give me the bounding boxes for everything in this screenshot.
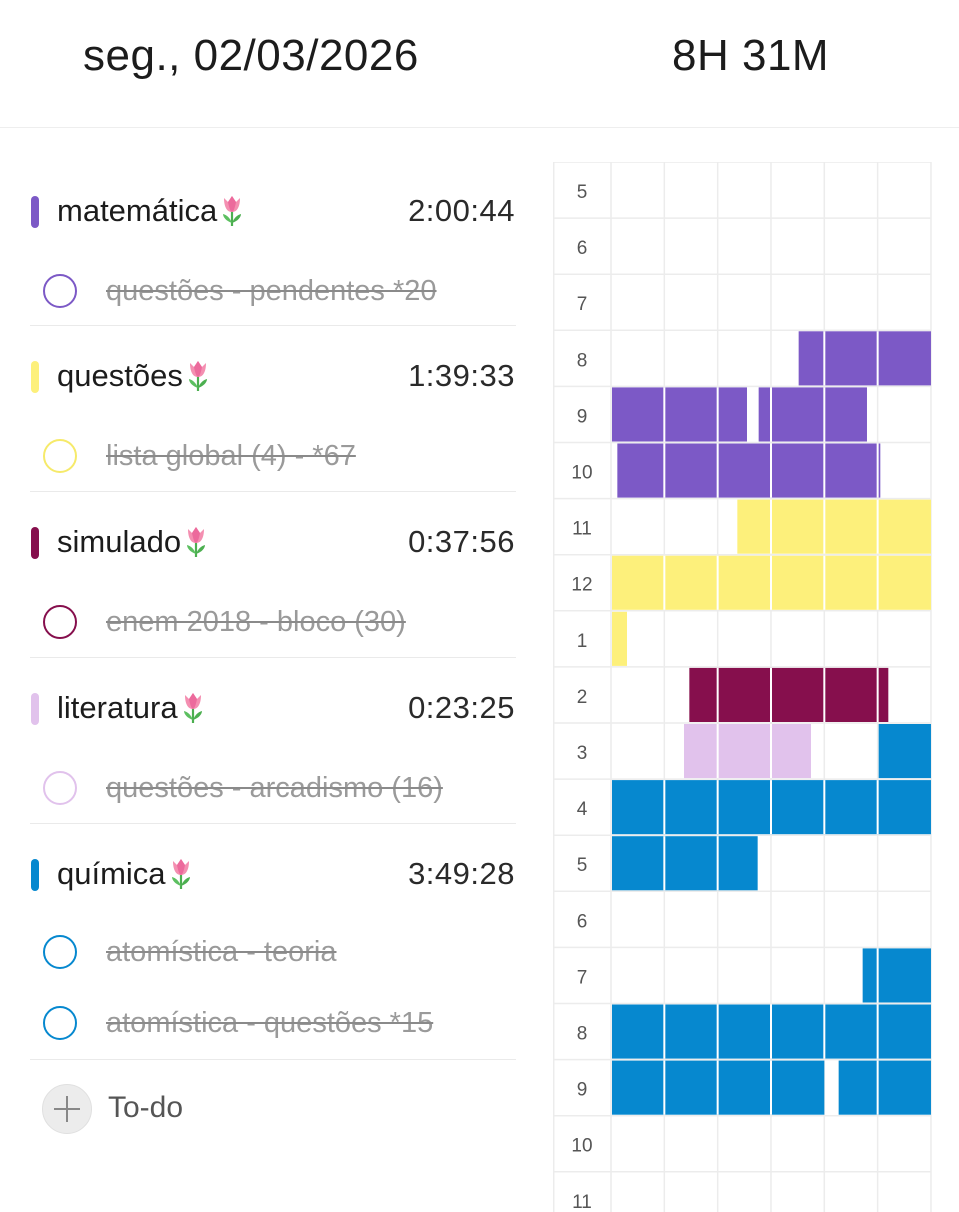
- subject-name: matemática: [57, 193, 218, 228]
- hour-label: 9: [577, 406, 588, 427]
- hour-label: 4: [577, 799, 588, 820]
- subject-color-bar: [31, 693, 39, 725]
- time-block[interactable]: [838, 1060, 931, 1115]
- hour-label: 8: [577, 1024, 588, 1045]
- task-label[interactable]: atomística - teoria: [106, 936, 337, 968]
- hour-label: 11: [572, 519, 592, 540]
- time-block[interactable]: [862, 948, 931, 1003]
- total-time: 8H 31M: [672, 31, 830, 80]
- subject-quimica[interactable]: química 3:49:28: [0, 842, 540, 902]
- task-row: enem 2018 - bloco (30): [0, 592, 540, 652]
- task-row: questões - arcadismo (16): [0, 758, 540, 818]
- hour-label: 10: [571, 463, 592, 484]
- time-block[interactable]: [737, 499, 931, 554]
- hour-label: 7: [577, 967, 588, 988]
- subject-color-bar: [31, 361, 39, 393]
- subject-name: simulado: [57, 524, 182, 559]
- divider: [30, 657, 516, 658]
- task-row: atomística - teoria: [0, 922, 540, 982]
- subject-color-bar: [31, 859, 39, 891]
- subject-simulado[interactable]: simulado 0:37:56: [0, 510, 540, 570]
- divider: [30, 491, 516, 492]
- task-label[interactable]: questões - pendentes *20: [106, 275, 437, 307]
- subject-time: 0:23:25: [408, 690, 515, 725]
- timeline-grid: 5 6 7 8 9 10 11 12 1 2 3 4 5 6 7 8 9 10 11: [553, 162, 933, 1212]
- subject-list: matemática 2:00:44 questões - pendentes …: [0, 127, 540, 1199]
- subject-matematica[interactable]: matemática 2:00:44: [0, 179, 540, 239]
- subject-time: 2:00:44: [408, 193, 515, 228]
- time-block[interactable]: [683, 724, 811, 779]
- time-block[interactable]: [612, 387, 747, 442]
- hour-label: 9: [577, 1080, 588, 1101]
- hour-label: 1: [577, 631, 588, 652]
- task-checkbox[interactable]: [43, 771, 77, 805]
- divider: [30, 1059, 516, 1060]
- hour-label: 6: [577, 238, 588, 259]
- subject-time: 3:49:28: [408, 856, 515, 891]
- subject-color-bar: [31, 196, 39, 228]
- plus-icon[interactable]: [42, 1084, 92, 1134]
- hour-label: 2: [577, 687, 588, 708]
- task-row: questões - pendentes *20: [0, 261, 540, 321]
- time-block[interactable]: [612, 1004, 931, 1059]
- subject-questoes[interactable]: questões 1:39:33: [0, 344, 540, 404]
- subject-name: química: [57, 856, 166, 891]
- time-block[interactable]: [689, 667, 889, 722]
- hour-label: 11: [572, 1192, 592, 1212]
- hour-label: 3: [577, 743, 588, 764]
- subject-color-bar: [31, 527, 39, 559]
- subject-name: questões: [57, 358, 183, 393]
- add-todo[interactable]: To-do: [0, 1076, 540, 1136]
- tulip-icon: [188, 361, 207, 391]
- hour-label: 8: [577, 350, 588, 371]
- task-checkbox[interactable]: [43, 605, 77, 639]
- hour-label: 12: [571, 575, 592, 596]
- hour-label: 6: [577, 911, 588, 932]
- time-block[interactable]: [798, 331, 931, 386]
- task-row: lista global (4) - *67: [0, 426, 540, 486]
- task-label[interactable]: atomística - questões *15: [106, 1007, 434, 1039]
- time-block[interactable]: [612, 1060, 825, 1115]
- time-block[interactable]: [758, 387, 867, 442]
- date-title[interactable]: seg., 02/03/2026: [83, 31, 419, 80]
- tulip-icon: [171, 859, 190, 889]
- task-label[interactable]: lista global (4) - *67: [106, 440, 356, 472]
- task-row: atomística - questões *15: [0, 993, 540, 1053]
- time-block[interactable]: [612, 780, 931, 835]
- tulip-icon: [187, 527, 206, 557]
- subject-name: literatura: [57, 690, 178, 725]
- subject-time: 1:39:33: [408, 358, 515, 393]
- task-checkbox[interactable]: [43, 1006, 77, 1040]
- divider: [30, 823, 516, 824]
- header: seg., 02/03/2026 8H 31M: [0, 0, 959, 128]
- hour-label: 5: [577, 182, 588, 203]
- task-label[interactable]: questões - arcadismo (16): [106, 772, 443, 804]
- hour-label: 7: [577, 294, 588, 315]
- time-block[interactable]: [617, 443, 881, 498]
- time-block[interactable]: [612, 836, 758, 891]
- task-label[interactable]: enem 2018 - bloco (30): [106, 606, 406, 638]
- time-block[interactable]: [612, 555, 931, 610]
- time-block[interactable]: [612, 611, 627, 666]
- hour-label: 10: [571, 1136, 592, 1157]
- todo-label[interactable]: To-do: [108, 1091, 184, 1124]
- tulip-icon: [223, 196, 242, 226]
- time-block[interactable]: [878, 724, 931, 779]
- task-checkbox[interactable]: [43, 274, 77, 308]
- hour-label: 5: [577, 855, 588, 876]
- task-checkbox[interactable]: [43, 439, 77, 473]
- tulip-icon: [183, 693, 202, 723]
- divider: [30, 325, 516, 326]
- subject-time: 0:37:56: [408, 524, 515, 559]
- task-checkbox[interactable]: [43, 935, 77, 969]
- subject-literatura[interactable]: literatura 0:23:25: [0, 676, 540, 736]
